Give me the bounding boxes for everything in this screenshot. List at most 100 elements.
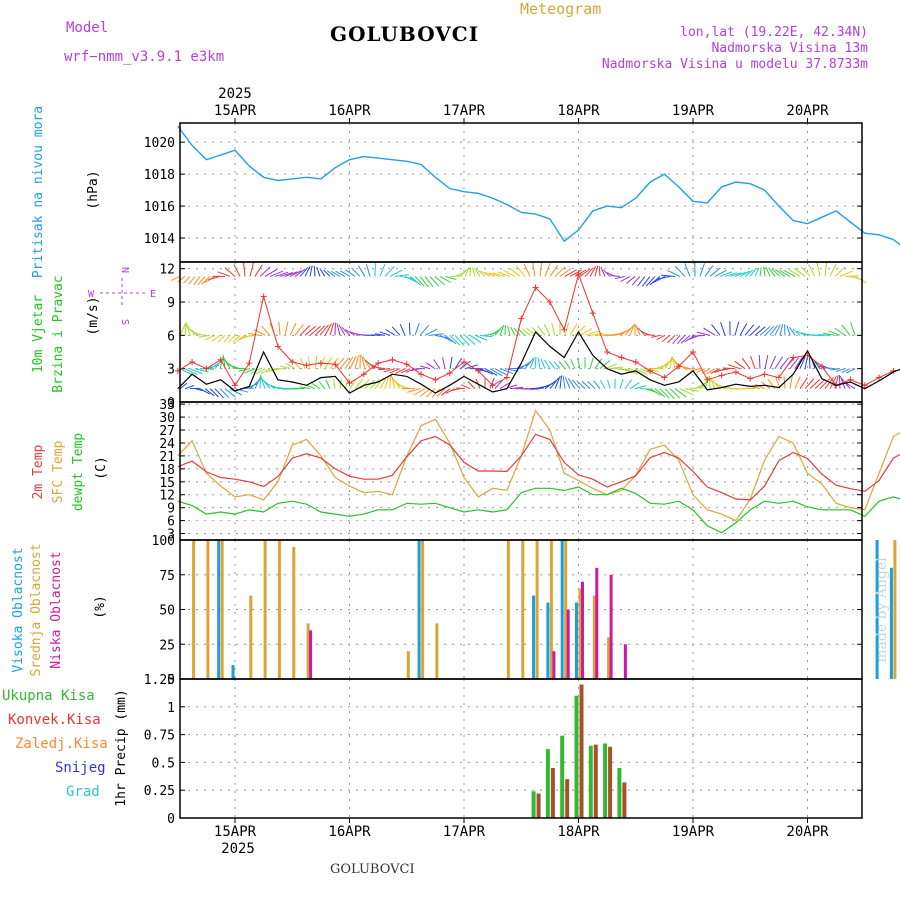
lonlat-label: lon,lat (19.22E, 42.34N)	[680, 25, 868, 40]
wind-gust-point	[690, 349, 696, 355]
x-tick-label-bottom: 15APR	[214, 824, 257, 840]
cloud-bar-low	[566, 609, 570, 679]
cloud-bar-mid	[549, 540, 553, 679]
wind-gust-point	[260, 293, 267, 300]
y-tick-label: 25	[159, 638, 175, 653]
wind-gust-point	[775, 374, 782, 381]
precip-total-bar	[574, 695, 579, 818]
model-name: wrf−nmm_v3.9.1 e3km	[64, 49, 225, 65]
y-tick-label: 1	[167, 701, 175, 716]
wind-gust-point	[274, 343, 281, 350]
product-title: Meteogram	[520, 0, 602, 18]
x-tick-label-bottom: 20APR	[786, 824, 829, 840]
precip-legend-1: Konvek.Kisa	[8, 712, 101, 728]
y-tick-label: 24	[159, 437, 175, 452]
wind-gust-point	[317, 360, 324, 367]
precip-conv-bar	[608, 746, 613, 818]
precip-ylabel: 1hr Precip (mm)	[114, 689, 129, 806]
wind-gust-point	[503, 374, 510, 381]
y-tick-label: 1014	[144, 232, 175, 247]
cloud-legend-low: Niska Oblacnost	[49, 551, 64, 668]
wind-gust-point	[718, 372, 725, 379]
wind-arrows	[170, 262, 867, 400]
cloud-bar-mid	[893, 540, 897, 679]
wind-gust-point	[489, 382, 496, 389]
wind-gust-point	[632, 359, 639, 365]
wind-gust-point	[332, 361, 339, 368]
wind-title-2: Brzina i Pravac	[51, 275, 66, 392]
wind-gust-point	[532, 284, 539, 291]
cloud-bar-low	[595, 567, 599, 679]
compass-n-label: N	[119, 267, 130, 273]
model-label: Model	[66, 20, 109, 36]
y-tick-label: 0.5	[152, 756, 175, 771]
pressure-series-line	[177, 125, 900, 246]
precip-total-bar	[617, 768, 622, 818]
wind-gust-point	[518, 315, 525, 322]
cloud-bar-mid	[421, 540, 425, 679]
compass-s-label: S	[119, 319, 130, 325]
year-label-top: 2025	[218, 86, 252, 102]
wind-gust-point	[346, 380, 353, 387]
wind-gust-point	[732, 369, 739, 375]
wind-gust-point	[303, 362, 310, 369]
y-tick-label: 1016	[144, 200, 175, 215]
location-title: GOLUBOVCI	[330, 22, 480, 46]
wind-gust-point	[647, 367, 654, 374]
y-tick-label: 33	[159, 398, 175, 413]
y-tick-label: 9	[167, 502, 175, 517]
cloud-bar-mid	[249, 595, 253, 679]
panel-frame	[179, 678, 863, 819]
y-tick-label: 0.75	[144, 729, 175, 744]
precip-total-bar	[560, 735, 565, 818]
y-tick-label: 27	[159, 424, 175, 439]
precip-conv-bar	[550, 768, 555, 818]
wind-title-1: 10m Vjetar	[31, 295, 46, 373]
cloud-legend-high: Visoka Oblacnost	[11, 547, 26, 672]
temp-legend-2m: 2m Temp	[31, 444, 46, 499]
wind-gust-point	[418, 371, 425, 378]
cloud-legend-mid: Srednja Oblacnost	[29, 543, 44, 676]
wind-gust-point	[761, 371, 768, 378]
model-elevation-label: Nadmorska Visina u modelu 37.8733m	[601, 57, 868, 72]
watermark: made by Angel	[874, 557, 890, 663]
y-tick-label: 0	[167, 673, 175, 688]
cloud-bar-mid	[406, 651, 410, 679]
precip-conv-bar	[593, 744, 598, 818]
precip-total-bar	[603, 743, 608, 818]
wind-gust-point	[704, 376, 711, 383]
y-tick-label: 1.25	[144, 673, 175, 688]
cloud-bar-high	[560, 540, 564, 679]
cloud-bar-high	[546, 602, 550, 679]
precip-conv-bar	[536, 793, 541, 818]
x-tick-label-top: 20APR	[786, 103, 829, 119]
panel-frame	[179, 539, 863, 680]
wind-gust-point	[189, 359, 196, 365]
x-tick-label-top: 16APR	[328, 103, 371, 119]
pressure-title: Pritisak na nivou mora	[31, 106, 46, 278]
cloud-bar-mid	[277, 540, 281, 679]
wind-gust-point	[389, 356, 396, 363]
x-tick-label-top: 18APR	[557, 103, 600, 119]
wind-gust-point	[675, 363, 682, 370]
wind-ylabel: (m/s)	[86, 296, 101, 335]
wind-gust-point	[475, 367, 482, 374]
t2m-series-line	[177, 433, 900, 501]
y-tick-label: 3	[167, 528, 175, 543]
y-tick-label: 15	[159, 476, 175, 491]
footer-location: GOLUBOVCI	[330, 862, 415, 877]
wind-gust-point	[561, 326, 568, 333]
cloud-bar-mid	[292, 547, 296, 679]
cloud-bar-low	[309, 630, 313, 679]
y-tick-label: 75	[159, 569, 175, 584]
y-tick-label: 100	[152, 534, 175, 549]
pressure-ylabel: (hPa)	[86, 170, 101, 209]
wind-gust-point	[546, 299, 553, 305]
y-tick-label: 3	[167, 363, 175, 378]
y-tick-label: 6	[167, 515, 175, 530]
precip-total-bar	[531, 791, 536, 818]
precip-conv-bar	[579, 684, 584, 818]
cloud-bar-low	[581, 581, 584, 679]
cloud-ylabel: (%)	[93, 595, 108, 618]
temp-legend-dewpt: dewpt Temp	[71, 433, 86, 511]
